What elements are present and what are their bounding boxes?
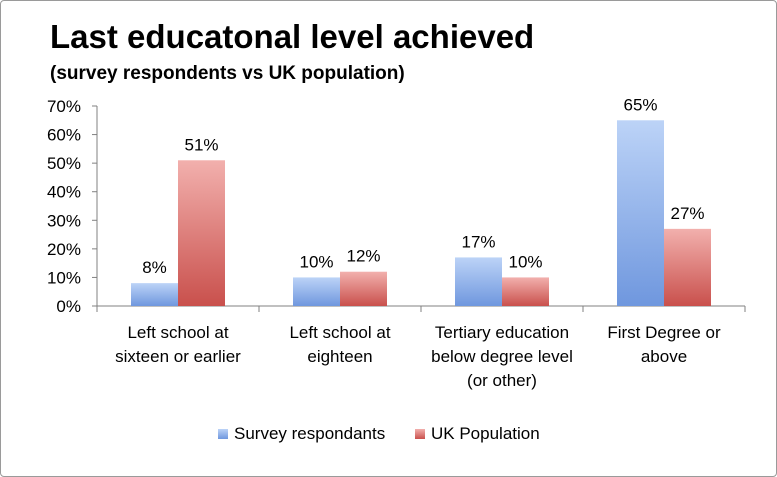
data-label: 8% [142,258,167,277]
bar-survey-0 [131,283,178,306]
y-tick-label: 70% [47,97,81,116]
x-category-label: Left school at eighteen [289,323,390,366]
y-tick-label: 30% [47,211,81,230]
data-label: 65% [623,95,657,114]
y-tick-label: 60% [47,126,81,145]
bar-uk-3 [664,228,711,306]
bar-survey-2 [455,257,502,306]
legend-swatch [218,429,228,439]
bar-survey-3 [617,120,664,307]
y-tick-label: 10% [47,268,81,287]
data-label: 17% [461,232,495,251]
data-label: 12% [346,247,380,266]
data-label: 27% [670,204,704,223]
y-tick-label: 50% [47,154,81,173]
y-tick-label: 40% [47,183,81,202]
bar-uk-1 [340,271,387,306]
chart-title: Last educatonal level achieved [50,18,535,55]
y-tick-label: 0% [56,297,81,316]
legend-label: Survey respondants [234,424,385,443]
y-tick-label: 20% [47,240,81,259]
legend-label: UK Population [431,424,540,443]
bar-survey-1 [293,277,340,306]
chart-subtitle: (survey respondents vs UK population) [50,63,405,84]
x-category-label: First Degree or above [607,323,721,366]
bar-uk-0 [178,160,225,306]
x-category-label: Tertiary education below degree level (or … [431,323,573,390]
data-label: 10% [299,252,333,271]
bar-uk-2 [502,277,549,306]
x-category-label: Left school at sixteen or earlier [115,323,241,366]
data-label: 10% [508,252,542,271]
legend-swatch [415,429,425,439]
data-label: 51% [184,135,218,154]
